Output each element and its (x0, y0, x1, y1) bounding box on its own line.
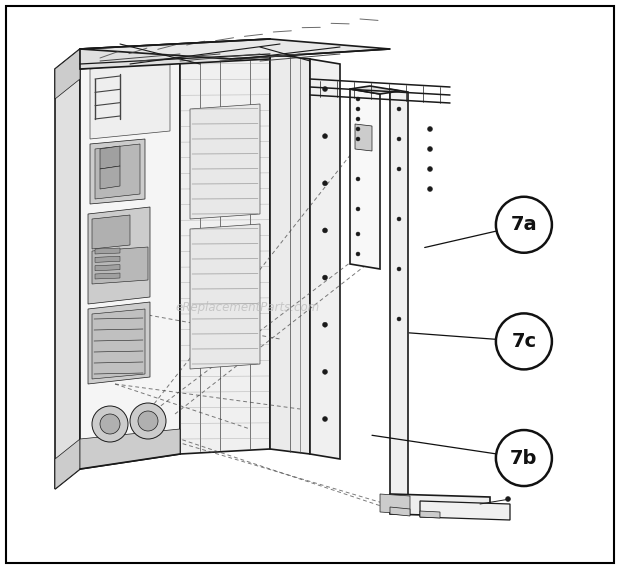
Polygon shape (90, 139, 145, 204)
Polygon shape (350, 86, 400, 94)
Polygon shape (95, 265, 120, 271)
Circle shape (356, 177, 360, 181)
Circle shape (496, 197, 552, 253)
Circle shape (322, 369, 327, 374)
Polygon shape (100, 146, 120, 169)
Circle shape (356, 232, 360, 236)
Circle shape (356, 207, 360, 211)
Polygon shape (80, 59, 180, 469)
Circle shape (397, 137, 401, 141)
Polygon shape (100, 166, 120, 189)
Polygon shape (355, 124, 372, 151)
Polygon shape (90, 61, 170, 139)
Polygon shape (310, 59, 340, 459)
Polygon shape (420, 501, 510, 520)
Polygon shape (390, 507, 410, 516)
Polygon shape (390, 494, 490, 517)
Circle shape (397, 317, 401, 321)
Polygon shape (92, 247, 148, 284)
Polygon shape (420, 511, 440, 518)
Polygon shape (380, 494, 410, 514)
Circle shape (322, 275, 327, 280)
Circle shape (322, 134, 327, 139)
Circle shape (92, 406, 128, 442)
Text: 7b: 7b (510, 448, 538, 468)
Circle shape (505, 497, 510, 501)
Text: 7a: 7a (511, 215, 537, 234)
Polygon shape (92, 309, 145, 379)
Polygon shape (55, 439, 80, 489)
Polygon shape (88, 207, 150, 304)
Polygon shape (92, 215, 130, 249)
Polygon shape (190, 224, 260, 369)
Polygon shape (95, 248, 120, 254)
Circle shape (496, 430, 552, 486)
Circle shape (322, 86, 327, 92)
Polygon shape (80, 39, 270, 69)
Polygon shape (80, 429, 180, 469)
Circle shape (428, 126, 433, 131)
Circle shape (322, 417, 327, 422)
Circle shape (496, 314, 552, 369)
Polygon shape (95, 273, 120, 279)
Circle shape (322, 322, 327, 327)
Polygon shape (80, 39, 390, 59)
Text: 7c: 7c (512, 332, 536, 351)
Circle shape (397, 167, 401, 171)
Circle shape (322, 228, 327, 233)
Polygon shape (55, 49, 80, 99)
Circle shape (428, 146, 433, 151)
Polygon shape (88, 302, 150, 384)
Circle shape (100, 414, 120, 434)
Circle shape (356, 127, 360, 131)
Polygon shape (95, 144, 140, 199)
Polygon shape (95, 256, 120, 262)
Polygon shape (55, 49, 80, 489)
Polygon shape (350, 89, 380, 269)
Circle shape (397, 107, 401, 111)
Circle shape (130, 403, 166, 439)
Text: eReplacementParts.com: eReplacementParts.com (176, 301, 320, 314)
Circle shape (138, 411, 158, 431)
Polygon shape (190, 104, 260, 219)
Polygon shape (390, 89, 408, 512)
Circle shape (356, 107, 360, 111)
Circle shape (397, 267, 401, 271)
Circle shape (428, 187, 433, 192)
Circle shape (356, 252, 360, 256)
Circle shape (428, 167, 433, 171)
Polygon shape (270, 54, 310, 454)
Circle shape (356, 97, 360, 101)
Polygon shape (180, 54, 270, 454)
Circle shape (356, 137, 360, 141)
Circle shape (397, 217, 401, 221)
Circle shape (322, 181, 327, 186)
Circle shape (356, 117, 360, 121)
